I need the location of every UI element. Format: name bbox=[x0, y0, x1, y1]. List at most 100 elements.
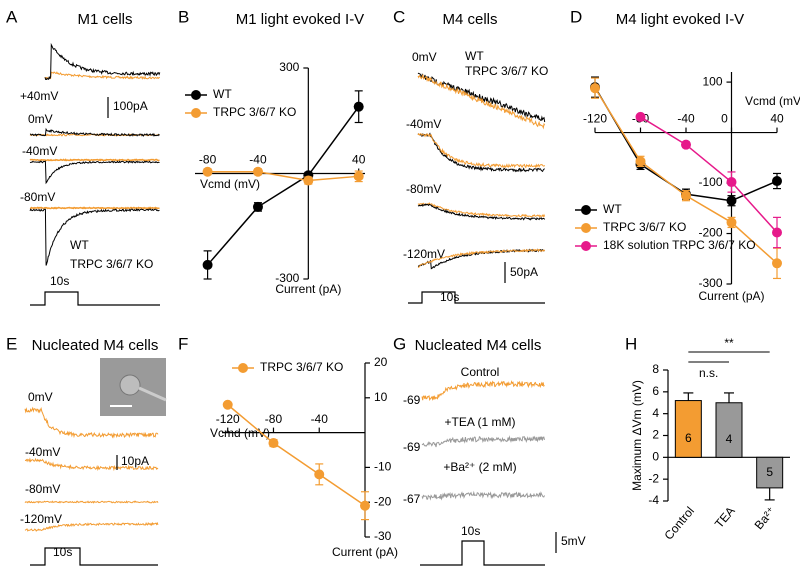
resting-potential: -67 bbox=[403, 492, 421, 506]
y-tick-label: 20 bbox=[374, 355, 388, 369]
y-axis-label: Current (pA) bbox=[698, 289, 764, 303]
chart-title: M4 light evoked I-V bbox=[616, 11, 744, 28]
trace-wt bbox=[29, 160, 160, 185]
trace-label: 0mV bbox=[28, 112, 53, 126]
panel-title: Nucleated M4 cells bbox=[32, 337, 159, 354]
data-point bbox=[252, 166, 263, 177]
legend-marker bbox=[581, 223, 591, 233]
annotation: ** bbox=[724, 336, 734, 350]
trace-ko bbox=[417, 73, 546, 130]
trace-ko bbox=[417, 202, 546, 218]
y-tick-label: -30 bbox=[374, 529, 392, 543]
data-point bbox=[726, 195, 737, 206]
trace-wt bbox=[417, 72, 546, 123]
data-point bbox=[202, 259, 213, 270]
data-point bbox=[681, 190, 691, 201]
stimulus-trace bbox=[408, 291, 545, 304]
x-tick-label: Control bbox=[661, 504, 697, 543]
panel-letter: G bbox=[393, 334, 406, 353]
trace-wt bbox=[29, 127, 160, 137]
data-point bbox=[222, 399, 233, 410]
y-tick-label: 2 bbox=[652, 428, 659, 442]
data-point bbox=[268, 438, 279, 449]
trace-wt bbox=[417, 203, 546, 221]
legend-label: WT bbox=[213, 87, 232, 101]
trace-label: -120mV bbox=[20, 512, 62, 526]
x-tick-label: -80 bbox=[265, 412, 283, 426]
x-tick-label: 40 bbox=[352, 153, 366, 167]
panel-letter: H bbox=[625, 334, 637, 353]
x-tick-label: TEA bbox=[712, 504, 738, 531]
data-point bbox=[772, 227, 782, 238]
legend-label: 18K solution TRPC 3/6/7 KO bbox=[603, 238, 756, 252]
chart-title: M1 light evoked I-V bbox=[236, 11, 364, 28]
resting-potential: -69 bbox=[403, 440, 421, 454]
series-line bbox=[640, 116, 778, 234]
y-tick-label: -300 bbox=[275, 271, 299, 285]
data-point bbox=[726, 217, 737, 228]
trace-label: -40mV bbox=[25, 445, 60, 459]
trace-ko bbox=[24, 457, 159, 472]
x-tick-label: -40 bbox=[677, 112, 695, 126]
panel-letter: E bbox=[6, 334, 17, 353]
y-tick-label: -300 bbox=[698, 276, 722, 290]
panel-title: M4 cells bbox=[442, 11, 497, 28]
stimulus-label: 10s bbox=[461, 524, 480, 538]
y-axis-label: Current (pA) bbox=[332, 545, 398, 559]
y-axis-label: Maximum ΔVm (mV) bbox=[630, 380, 644, 491]
annotation: n.s. bbox=[699, 366, 718, 380]
bar bbox=[756, 456, 784, 489]
scale-bar-label: 50pA bbox=[510, 265, 538, 279]
legend-marker bbox=[191, 108, 201, 118]
data-point bbox=[303, 175, 314, 186]
x-axis-label: Vcmd (mV) bbox=[200, 177, 260, 191]
stimulus-trace bbox=[30, 547, 158, 566]
scale-bar-label: 10pA bbox=[121, 454, 149, 468]
legend-label: WT bbox=[465, 49, 484, 63]
stimulus-trace bbox=[30, 291, 160, 306]
trace-ko bbox=[29, 158, 160, 162]
trace-ko bbox=[417, 132, 546, 169]
y-tick-label: 8 bbox=[652, 362, 659, 376]
stimulus-trace bbox=[420, 540, 545, 566]
panel-letter: A bbox=[6, 7, 18, 26]
trace-label: -80mV bbox=[25, 482, 60, 496]
series-line bbox=[207, 106, 360, 266]
trace-label: -80mV bbox=[20, 190, 55, 204]
x-tick-label: -40 bbox=[311, 412, 329, 426]
legend-label: TRPC 3/6/7 KO bbox=[213, 105, 296, 119]
x-tick-label: -80 bbox=[199, 153, 217, 167]
data-point bbox=[202, 166, 213, 177]
data-point bbox=[726, 177, 737, 188]
y-tick-label: 4 bbox=[652, 406, 659, 420]
y-tick-label: -200 bbox=[698, 226, 722, 240]
resting-potential: -69 bbox=[403, 393, 421, 407]
n-label: 5 bbox=[766, 465, 773, 479]
trace-ko bbox=[24, 406, 159, 439]
stimulus-label: 10s bbox=[440, 290, 459, 304]
legend-marker bbox=[191, 90, 201, 100]
trace-gray bbox=[421, 490, 545, 501]
y-tick-label: 300 bbox=[279, 60, 299, 74]
data-point bbox=[252, 201, 263, 212]
trace-wt bbox=[29, 208, 160, 266]
n-label: 6 bbox=[685, 431, 692, 445]
stimulus-label: 10s bbox=[50, 274, 69, 288]
y-tick-label: 100 bbox=[702, 74, 722, 88]
series-line bbox=[207, 170, 359, 182]
data-point bbox=[772, 176, 782, 187]
trace-wt bbox=[44, 42, 161, 80]
x-tick-label: -120 bbox=[216, 412, 240, 426]
trace-gray bbox=[421, 435, 545, 448]
data-point bbox=[772, 258, 782, 269]
y-axis-label: Current (pA) bbox=[275, 282, 341, 296]
y-tick-label: 10 bbox=[374, 390, 388, 404]
y-tick-label: -2 bbox=[648, 471, 659, 485]
x-tick-label: Ba²⁺ bbox=[752, 504, 779, 532]
trace-wt bbox=[417, 132, 545, 173]
x-axis-label: Vcmd (mV) bbox=[745, 94, 800, 108]
panel-letter: C bbox=[393, 7, 405, 26]
y-tick-label: -100 bbox=[698, 175, 722, 189]
data-point bbox=[635, 111, 646, 122]
